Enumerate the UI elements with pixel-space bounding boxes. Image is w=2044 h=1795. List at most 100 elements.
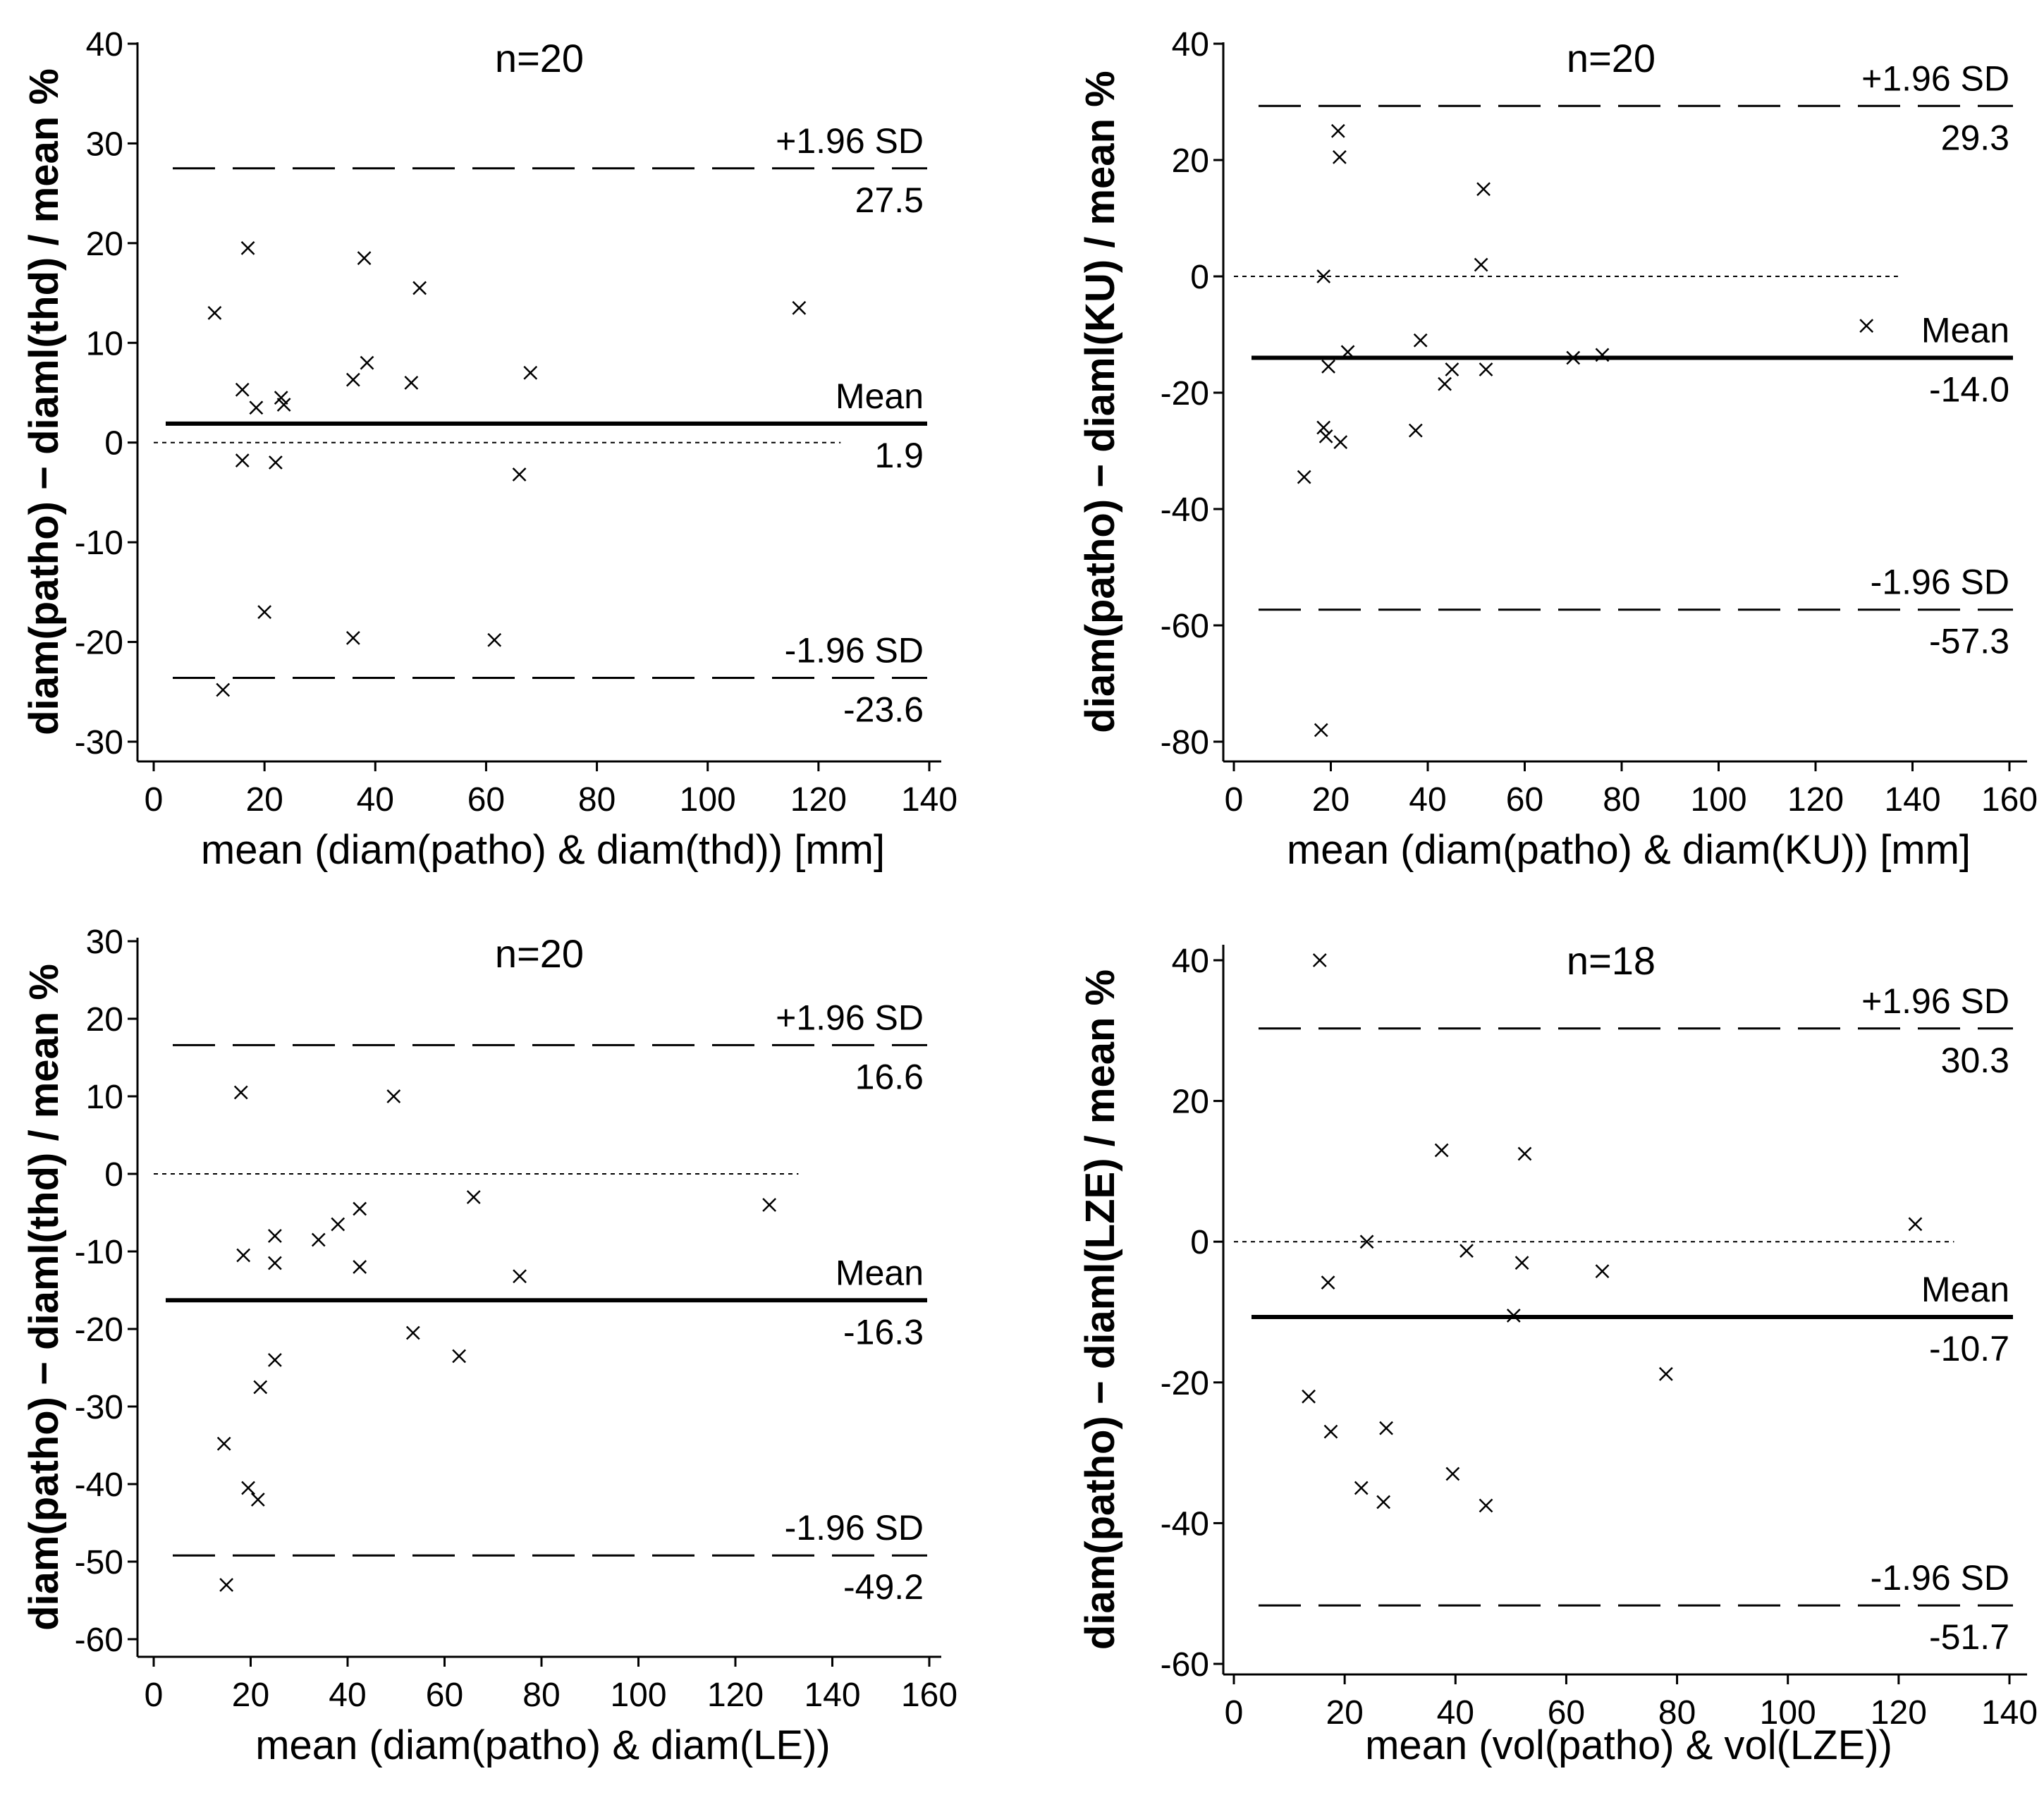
data-point-stroke xyxy=(240,241,255,255)
data-point xyxy=(235,382,250,397)
data-point-stroke xyxy=(257,605,272,620)
data-point xyxy=(257,605,272,620)
mean-value: -14.0 xyxy=(1929,370,2009,410)
data-point xyxy=(1479,362,1493,376)
data-point-stroke xyxy=(1413,333,1428,348)
y-tick-label: -20 xyxy=(75,1311,123,1349)
chart-panel-4: -60 -40 -20 0 20 40 0 20 40 60 80 100 120 140 n=18 mean… xyxy=(1077,938,2038,1768)
data-point-stroke xyxy=(267,1256,282,1270)
x-tick-label: 20 xyxy=(1326,1694,1363,1732)
data-point xyxy=(1297,470,1311,484)
data-point-stroke xyxy=(235,382,250,397)
x-tick-label: 100 xyxy=(1760,1694,1816,1732)
x-axis-label: mean (diam(patho) & diam(KU)) [mm] xyxy=(1287,827,1971,873)
y-tick-label: -20 xyxy=(1161,1365,1209,1402)
data-point xyxy=(1318,429,1333,443)
data-point xyxy=(233,1085,248,1100)
data-point xyxy=(1408,423,1423,438)
data-point-stroke xyxy=(512,467,527,482)
lower-limit-value: -51.7 xyxy=(1929,1617,2009,1657)
data-point xyxy=(357,251,372,265)
data-point-stroke xyxy=(1332,149,1347,164)
y-tick-label: -30 xyxy=(75,724,123,761)
data-point xyxy=(1333,435,1348,450)
data-point xyxy=(792,300,807,315)
data-point xyxy=(250,1493,265,1507)
data-point xyxy=(216,1436,231,1451)
y-tick-label: -20 xyxy=(1161,375,1209,412)
data-point-stroke xyxy=(1474,257,1488,272)
y-tick-label: 0 xyxy=(1190,1224,1209,1261)
lower-limit-label: -1.96 SD xyxy=(785,1508,924,1548)
data-point xyxy=(1438,376,1452,391)
data-point-stroke xyxy=(1297,470,1311,484)
x-tick-label: 60 xyxy=(467,781,505,819)
data-point-stroke xyxy=(1379,1421,1393,1435)
data-point xyxy=(1479,1498,1493,1513)
data-point-stroke xyxy=(1312,953,1327,967)
upper-limit-label: +1.96 SD xyxy=(776,121,924,161)
data-point-stroke xyxy=(1908,1217,1923,1232)
data-point-stroke xyxy=(268,455,283,470)
data-point-stroke xyxy=(1333,435,1348,450)
data-point-stroke xyxy=(345,372,360,387)
data-point xyxy=(1340,345,1355,360)
x-axis-label: mean (diam(patho) & diam(LE)) xyxy=(255,1722,831,1768)
data-point xyxy=(1413,333,1428,348)
data-point-stroke xyxy=(276,398,291,412)
lower-limit-value: -49.2 xyxy=(843,1567,924,1607)
y-axis-label: diam(patho) − diaml(thd) / mean % xyxy=(21,964,67,1631)
y-tick-label: 30 xyxy=(86,125,123,163)
mean-label: Mean xyxy=(1921,1270,2009,1309)
data-point-stroke xyxy=(487,632,502,647)
data-point-stroke xyxy=(762,1198,777,1212)
data-point xyxy=(1316,269,1331,283)
data-point xyxy=(1379,1421,1393,1435)
data-point-stroke xyxy=(1514,1256,1529,1270)
data-point xyxy=(412,281,427,295)
data-point-stroke xyxy=(466,1190,481,1204)
data-point xyxy=(216,682,231,697)
data-point xyxy=(1445,1466,1460,1481)
x-tick-label: 80 xyxy=(522,1677,560,1714)
data-point-stroke xyxy=(235,453,250,468)
data-point xyxy=(267,1353,282,1367)
y-tick-label: 40 xyxy=(1172,26,1209,63)
y-tick-label: -40 xyxy=(1161,491,1209,529)
chart-title: n=20 xyxy=(495,36,584,80)
data-point-stroke xyxy=(1376,1495,1391,1509)
data-point xyxy=(345,631,360,645)
data-point xyxy=(1359,1235,1374,1249)
upper-limit-label: +1.96 SD xyxy=(1861,981,2009,1021)
x-axis-label: mean (vol(patho) & vol(LZE)) xyxy=(1365,1722,1892,1768)
data-point-stroke xyxy=(1445,362,1459,376)
data-point xyxy=(1506,1309,1521,1323)
data-point-stroke xyxy=(1595,1264,1610,1278)
data-point xyxy=(1595,1264,1610,1278)
data-point-stroke xyxy=(357,251,372,265)
data-point xyxy=(1514,1256,1529,1270)
data-point xyxy=(235,453,250,468)
data-point-stroke xyxy=(452,1349,467,1364)
x-tick-label: 40 xyxy=(329,1677,366,1714)
data-point-stroke xyxy=(404,375,419,390)
upper-limit-label: +1.96 SD xyxy=(776,998,924,1037)
y-tick-label: 40 xyxy=(86,26,123,63)
data-point-stroke xyxy=(1321,359,1335,374)
data-point xyxy=(1354,1481,1369,1495)
upper-limit-value: 27.5 xyxy=(855,180,924,220)
data-point-stroke xyxy=(1316,420,1331,435)
x-tick-label: 120 xyxy=(1871,1694,1927,1732)
data-point-stroke xyxy=(1302,1389,1316,1404)
x-tick-label: 0 xyxy=(1225,1694,1244,1732)
data-point xyxy=(487,632,502,647)
data-point xyxy=(1517,1146,1532,1161)
data-point-stroke xyxy=(216,1436,231,1451)
data-point xyxy=(1302,1389,1316,1404)
mean-value: -10.7 xyxy=(1929,1329,2009,1368)
data-point-stroke xyxy=(1438,376,1452,391)
data-point-stroke xyxy=(1434,1143,1449,1158)
data-point xyxy=(1566,350,1581,365)
data-point xyxy=(1459,1244,1474,1258)
data-point-stroke xyxy=(236,1248,251,1263)
